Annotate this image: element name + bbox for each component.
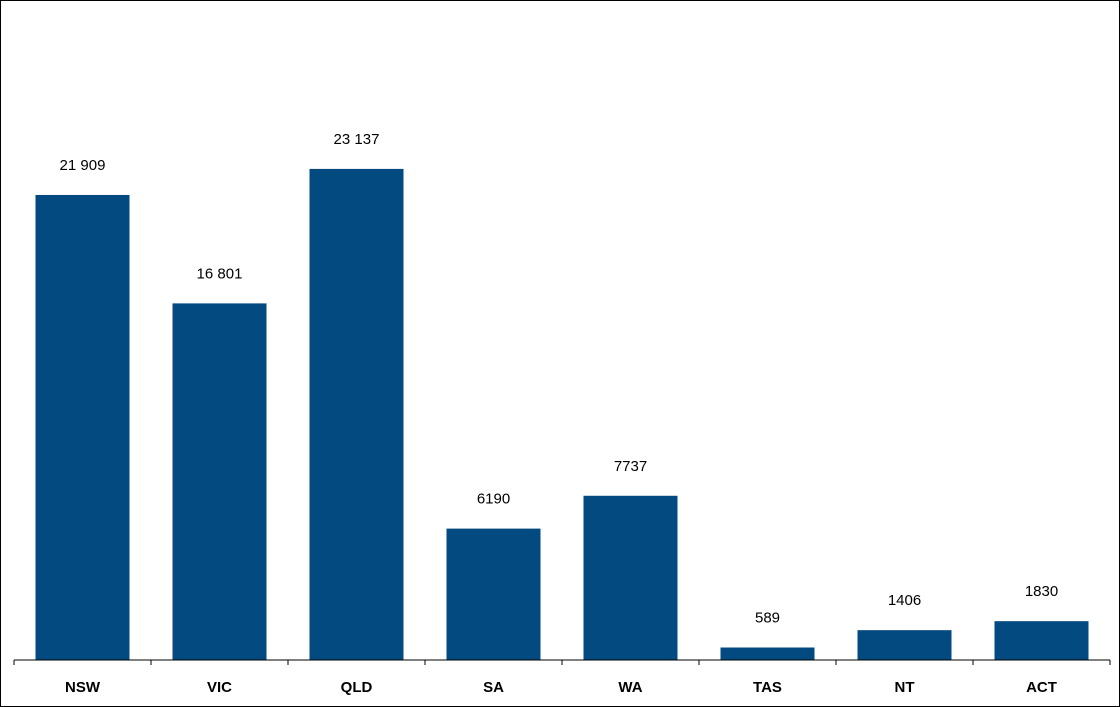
bar-sa — [446, 528, 541, 660]
data-label-nsw: 21 909 — [60, 157, 106, 174]
x-tick-label-nt: NT — [895, 679, 915, 696]
x-tick-label-act: ACT — [1026, 679, 1057, 696]
bar-qld — [309, 168, 404, 660]
data-label-tas: 589 — [755, 610, 780, 627]
x-tick-label-tas: TAS — [753, 679, 782, 696]
x-tick-label-qld: QLD — [341, 679, 373, 696]
data-label-qld: 23 137 — [334, 131, 380, 148]
data-label-wa: 7737 — [614, 458, 647, 475]
bar-act — [994, 621, 1089, 660]
x-tick-label-nsw: NSW — [65, 679, 101, 696]
bar-nt — [857, 630, 952, 660]
data-label-act: 1830 — [1025, 583, 1058, 600]
data-label-sa: 6190 — [477, 491, 510, 508]
x-tick-label-wa: WA — [618, 679, 642, 696]
bar-wa — [583, 495, 678, 660]
bar-vic — [172, 303, 267, 660]
x-tick-label-sa: SA — [483, 679, 504, 696]
data-label-vic: 16 801 — [197, 265, 243, 282]
bar-tas — [720, 647, 815, 660]
bar-nsw — [35, 194, 130, 660]
data-label-nt: 1406 — [888, 592, 921, 609]
x-tick-label-vic: VIC — [207, 679, 232, 696]
labels-group: 21 909 NSW 16 801 VIC 23 137 QLD 6190 SA 7737 WA 5… — [60, 131, 1059, 696]
x-axis — [13, 659, 1111, 665]
bars-group — [35, 168, 1089, 660]
